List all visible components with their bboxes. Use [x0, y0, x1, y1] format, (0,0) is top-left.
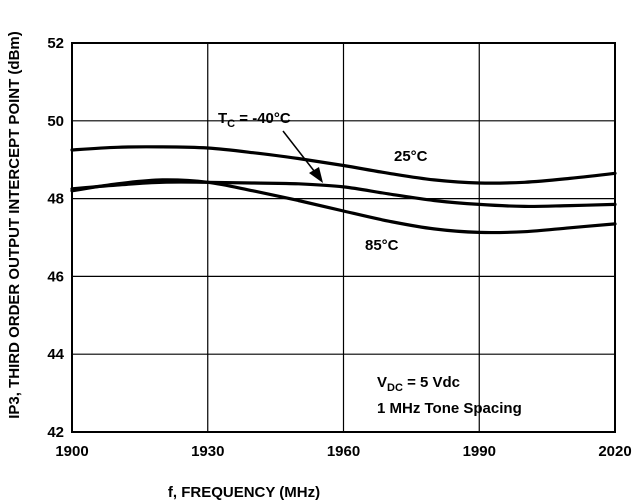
y-axis-label: IP3, THIRD ORDER OUTPUT INTERCEPT POINT …: [6, 31, 23, 419]
y-tick-label: 46: [47, 268, 64, 285]
vdc-annotation: VDC = 5 Vdc: [377, 374, 460, 394]
y-tick-label: 48: [47, 191, 64, 208]
tc-annotation: TC = -40°C: [218, 110, 291, 130]
x-tick-labels: 1900 1930 1960 1990 2020: [55, 443, 631, 460]
label-25c: 25°C: [394, 148, 428, 165]
series-line-85-c: [70, 178, 617, 235]
x-tick-label: 2020: [598, 443, 631, 460]
plot-frame: [71, 42, 616, 433]
tc-arrow: [282, 130, 323, 183]
series-curves: [70, 145, 617, 235]
series-line-t-c-40-c: [70, 180, 617, 209]
x-tick-label: 1990: [463, 443, 496, 460]
grid: [71, 42, 616, 433]
y-tick-label: 44: [47, 346, 64, 363]
y-tick-label: 42: [47, 424, 64, 441]
y-tick-labels: 42 44 46 48 50 52: [47, 35, 64, 441]
series-line-25-c: [70, 145, 617, 185]
x-tick-label: 1930: [191, 443, 224, 460]
y-tick-label: 52: [47, 35, 64, 52]
label-85c: 85°C: [365, 237, 399, 254]
x-tick-label: 1960: [327, 443, 360, 460]
y-tick-label: 50: [47, 113, 64, 130]
tone-spacing-annotation: 1 MHz Tone Spacing: [377, 400, 522, 417]
x-axis-label: f, FREQUENCY (MHz): [168, 484, 320, 501]
x-tick-label: 1900: [55, 443, 88, 460]
